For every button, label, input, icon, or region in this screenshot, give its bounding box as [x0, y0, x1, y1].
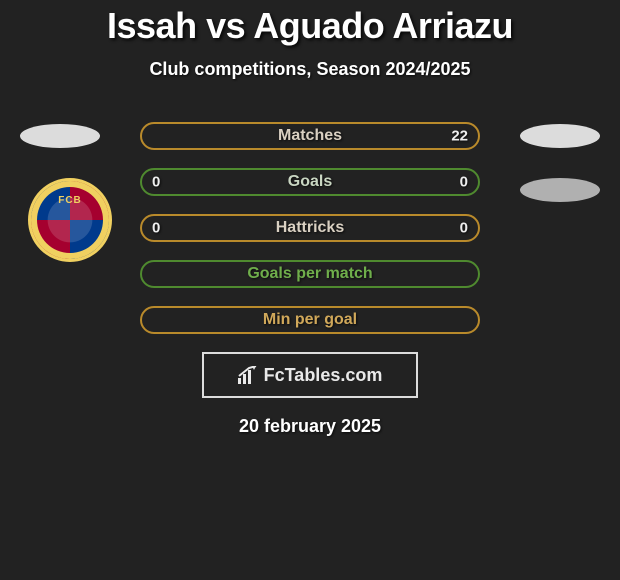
stat-value-right: 0: [460, 174, 468, 191]
brand-text: FcTables.com: [264, 365, 383, 386]
player-right-flag-placeholder: [520, 124, 600, 148]
stat-row: Goals per match: [140, 260, 480, 288]
club-badge-icon: FCB: [28, 178, 112, 262]
stat-value-left: 0: [152, 220, 160, 237]
chart-icon: [238, 366, 258, 384]
stat-row: Matches 22: [140, 122, 480, 150]
stat-value-left: 0: [152, 174, 160, 191]
stat-label: Hattricks: [276, 219, 344, 237]
subtitle: Club competitions, Season 2024/2025: [0, 59, 620, 80]
stat-label: Goals: [288, 173, 332, 191]
stat-label: Min per goal: [263, 311, 357, 329]
stat-value-right: 22: [451, 128, 468, 145]
stat-label: Matches: [278, 127, 342, 145]
player-right-club-placeholder: [520, 178, 600, 202]
stat-value-right: 0: [460, 220, 468, 237]
stat-label: Goals per match: [247, 265, 372, 283]
player-left-flag-placeholder: [20, 124, 100, 148]
stat-row: Hattricks 0 0: [140, 214, 480, 242]
stat-row: Min per goal: [140, 306, 480, 334]
club-badge-text: FCB: [31, 195, 109, 206]
brand-box: FcTables.com: [202, 352, 418, 398]
stat-row: Goals 0 0: [140, 168, 480, 196]
date-text: 20 february 2025: [0, 416, 620, 437]
stats-table: Matches 22 Goals 0 0 Hattricks 0 0 Goals per mat…: [140, 122, 480, 334]
page-title: Issah vs Aguado Arriazu: [0, 0, 620, 47]
